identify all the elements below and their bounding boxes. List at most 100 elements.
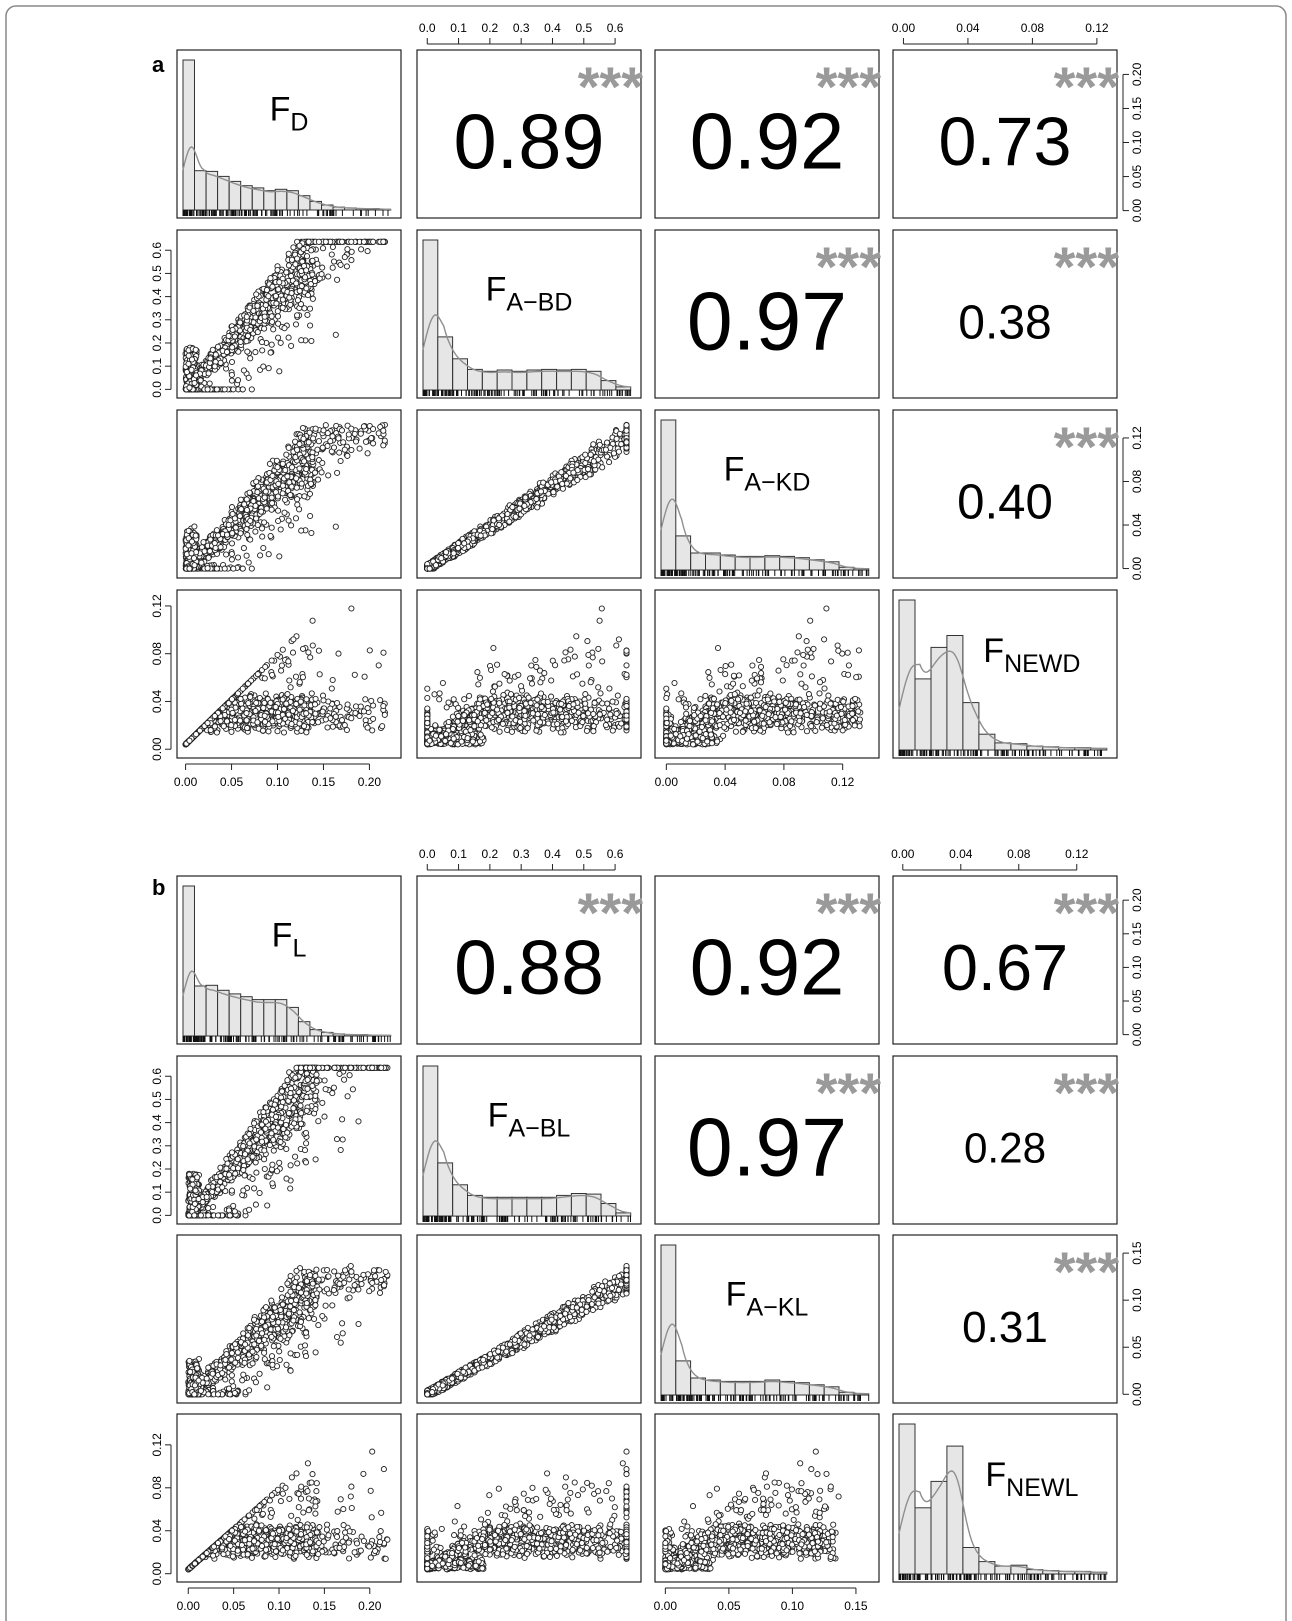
histogram-bar [600,1203,617,1217]
x-tick-label: 0.4 [544,847,561,861]
cell-frame [892,1234,1118,1404]
histogram-bar [467,368,483,391]
rug-marks [182,210,389,216]
significance-stars: *** [1054,881,1120,944]
variable-label: FA−BL [488,1097,571,1143]
x-tick-label: 0.05 [717,1599,741,1613]
x-tick-label: 0.08 [772,775,796,789]
cell-r1-c2: 0.97*** [654,229,881,399]
histogram-bar [422,239,439,391]
y-tick-label: 0.05 [1130,165,1144,189]
scatter-points [663,605,864,748]
correlation-value: 0.31 [962,1303,1048,1352]
cell-frame [654,409,880,579]
x-tick-label: 0.12 [1085,21,1109,35]
histogram-bar [481,1196,498,1217]
histogram-bar [511,1196,528,1217]
x-tick-label: 0.08 [1021,21,1045,35]
x-tick-label: 0.2 [482,21,499,35]
histogram-bar [263,999,276,1037]
y-tick-label: 0.08 [150,642,164,666]
cell-r1-c0 [176,1055,402,1225]
density-curve [660,498,869,570]
x-tick-label: 0.00 [892,21,916,35]
y-tick-label: 0.1 [150,358,164,375]
x-tick-label: 0.4 [544,21,561,35]
y-tick-label: 0.12 [1130,426,1144,450]
cell-r1-c3: 0.38*** [892,229,1119,399]
histogram-bar [994,1565,1012,1575]
y-tick-label: 0.12 [150,1433,164,1457]
cell-r2-c0 [176,409,402,579]
x-tick-label: 0.15 [313,1599,337,1613]
y-tick-label: 0.00 [1130,199,1144,223]
x-tick-label: 0.15 [844,1599,868,1613]
significance-stars: *** [1054,1240,1120,1303]
variable-label: FA−KD [724,451,811,497]
significance-stars: *** [816,1061,882,1124]
scatter-points [424,1448,630,1573]
y-tick-label: 0.08 [150,1476,164,1500]
histogram-bar [297,1021,311,1037]
correlation-value: 0.38 [958,296,1051,349]
density-curve [422,314,631,388]
histogram-bar [946,1445,964,1575]
cell-r3-c1 [416,589,642,759]
y-tick-label: 0.4 [150,288,164,305]
axes: 0.00 0.05 0.10 0.15 0.20 0.00 0.04 0.08 0.120.0 0… [150,21,1144,789]
x-tick-label: 0.20 [358,775,382,789]
y-tick-label: 0.04 [1130,513,1144,537]
correlation-value: 0.97 [687,276,847,368]
y-tick-label: 0.15 [1130,922,1144,946]
x-tick-label: 0.0 [419,847,436,861]
significance-stars: *** [816,55,882,118]
variable-label: FNEWD [983,632,1080,678]
cell-frame [654,1234,880,1404]
correlation-value: 0.28 [964,1124,1046,1171]
y-tick-label: 0.2 [150,1160,164,1177]
rug-marks [660,570,870,576]
panel-letter: b [152,875,165,900]
figure-border [5,5,1287,1621]
x-tick-label: 0.3 [513,847,530,861]
histogram-bar [660,1244,677,1396]
axes: 0.00 0.05 0.10 0.15 0.20 0.00 0.05 0.10 0.150.0 0… [150,847,1144,1613]
y-tick-label: 0.10 [1130,955,1144,979]
panel-a: aFD 0.89***0.92***0.73***FA−BD 0.97***0.38… [150,21,1144,789]
y-tick-label: 0.12 [150,594,164,618]
histogram-bar [526,369,543,391]
cell-r3-c0 [176,589,402,759]
y-tick-label: 0.04 [150,1519,164,1543]
y-tick-label: 0.05 [1130,989,1144,1013]
cell-r2-c0 [176,1234,402,1404]
cell-r2-c3: 0.31*** [892,1234,1120,1404]
density-curve [898,650,1107,750]
scatter-points [424,605,630,748]
cell-r3-c2 [654,589,880,759]
x-tick-label: 0.10 [267,1599,291,1613]
y-tick-label: 0.00 [150,737,164,761]
cell-r1-c1: FA−BD [416,229,642,399]
cell-r0-c3: 0.67*** [892,875,1120,1045]
histogram-bar [914,1507,932,1575]
histogram-bar [194,170,207,211]
x-tick-label: 0.05 [220,775,244,789]
density-curve [660,1323,869,1395]
y-tick-label: 0.10 [1130,1288,1144,1312]
density-curve [182,970,391,1036]
variable-label: FD [270,91,309,137]
cell-frame [654,875,880,1045]
histogram-bar [719,1380,736,1396]
x-tick-label: 0.00 [174,775,198,789]
x-tick-label: 0.00 [177,1599,201,1613]
x-tick-label: 0.00 [654,1599,678,1613]
cell-r0-c1: 0.89*** [416,49,643,219]
variable-label: FA−BD [486,271,573,317]
cell-r0-c2: 0.92*** [654,49,882,219]
y-tick-label: 0.10 [1130,131,1144,155]
rug-marks [898,750,1102,756]
y-tick-label: 0.00 [1130,557,1144,581]
histogram-bar [930,646,948,751]
histogram-bar [898,599,916,751]
